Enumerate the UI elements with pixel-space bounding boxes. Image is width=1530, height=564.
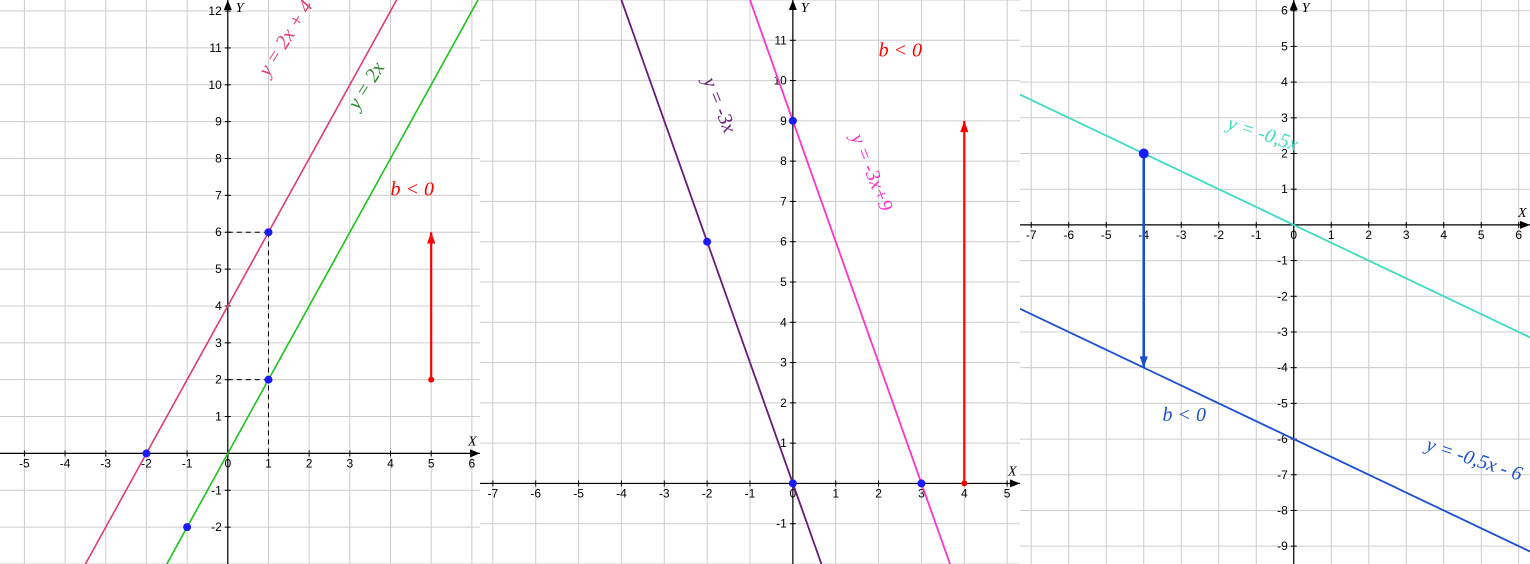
svg-text:9: 9	[780, 114, 787, 128]
svg-text:4: 4	[961, 486, 968, 500]
svg-text:5: 5	[1281, 39, 1288, 53]
svg-text:4: 4	[215, 299, 222, 313]
chart-panel-1: -5-4-3-2-10123456-2-1123456789101112XYy …	[0, 0, 480, 564]
svg-text:-2: -2	[702, 486, 713, 500]
line-equation-label-1: y = -3x	[697, 72, 740, 136]
svg-text:-3: -3	[1277, 325, 1288, 339]
svg-text:2: 2	[780, 396, 787, 410]
svg-text:-4: -4	[1277, 361, 1288, 375]
svg-text:8: 8	[780, 154, 787, 168]
svg-text:-2: -2	[211, 520, 222, 534]
svg-text:-7: -7	[488, 486, 499, 500]
data-point	[264, 376, 272, 384]
svg-text:0: 0	[1290, 228, 1297, 242]
svg-text:5: 5	[780, 275, 787, 289]
svg-text:11: 11	[209, 41, 222, 55]
axis-label-y: Y	[1302, 1, 1312, 16]
b-sign-label: b < 0	[879, 39, 923, 61]
svg-text:3: 3	[780, 356, 787, 370]
chart-line-2	[1020, 309, 1530, 552]
svg-text:-5: -5	[573, 486, 584, 500]
svg-text:-5: -5	[1277, 396, 1288, 410]
svg-text:6: 6	[215, 225, 222, 239]
data-point	[789, 479, 797, 487]
svg-text:-7: -7	[1277, 468, 1288, 482]
svg-text:5: 5	[215, 262, 222, 276]
svg-text:-7: -7	[1026, 228, 1037, 242]
svg-text:-8: -8	[1277, 503, 1288, 517]
b-sign-label: b < 0	[391, 178, 435, 200]
svg-text:3: 3	[1403, 228, 1410, 242]
data-point	[789, 117, 797, 125]
axis-label-x: X	[1007, 464, 1017, 479]
chart-panel-3: -7-6-5-4-3-2-10123456-9-8-7-6-5-4-3-2-11…	[1020, 0, 1530, 564]
svg-text:1: 1	[265, 456, 272, 470]
axis-label-x: X	[1517, 206, 1527, 221]
svg-text:-1: -1	[776, 517, 787, 531]
svg-text:12: 12	[208, 4, 222, 18]
data-point	[703, 238, 711, 246]
svg-text:2: 2	[215, 373, 222, 387]
svg-text:5: 5	[1478, 228, 1485, 242]
svg-text:-6: -6	[530, 486, 541, 500]
svg-text:-2: -2	[1213, 228, 1224, 242]
line-equation-label-1: y = -0,5x	[1223, 112, 1301, 156]
svg-text:10: 10	[208, 78, 222, 92]
data-point	[142, 449, 150, 457]
svg-text:9: 9	[215, 115, 222, 129]
svg-text:-6: -6	[1063, 228, 1074, 242]
svg-text:11: 11	[774, 33, 787, 47]
svg-text:5: 5	[428, 456, 435, 470]
svg-text:3: 3	[346, 456, 353, 470]
b-sign-label: b < 0	[1163, 404, 1207, 426]
svg-text:-5: -5	[19, 456, 30, 470]
svg-text:7: 7	[780, 194, 787, 208]
svg-text:4: 4	[1281, 75, 1288, 89]
axis-label-y: Y	[236, 1, 246, 16]
line-equation-label-1: y = 2x + 4	[253, 0, 318, 82]
svg-text:2: 2	[1365, 228, 1372, 242]
svg-text:3: 3	[215, 336, 222, 350]
svg-text:8: 8	[215, 152, 222, 166]
data-point	[264, 228, 272, 236]
svg-text:-1: -1	[182, 456, 193, 470]
svg-text:-1: -1	[1251, 228, 1262, 242]
data-point	[917, 479, 925, 487]
svg-text:-1: -1	[745, 486, 756, 500]
svg-text:-3: -3	[1176, 228, 1187, 242]
axis-label-y: Y	[801, 1, 811, 16]
svg-text:-9: -9	[1277, 539, 1288, 553]
svg-text:4: 4	[387, 456, 394, 470]
data-point	[183, 523, 191, 531]
svg-text:-3: -3	[100, 456, 111, 470]
svg-text:-4: -4	[616, 486, 627, 500]
svg-text:-3: -3	[659, 486, 670, 500]
svg-text:-4: -4	[60, 456, 71, 470]
svg-text:2: 2	[306, 456, 313, 470]
axis-label-x: X	[467, 434, 477, 449]
svg-text:7: 7	[215, 188, 222, 202]
svg-text:2: 2	[875, 486, 882, 500]
svg-text:1: 1	[215, 410, 222, 424]
svg-text:4: 4	[780, 315, 787, 329]
svg-text:-1: -1	[211, 483, 222, 497]
svg-text:6: 6	[469, 456, 476, 470]
svg-text:6: 6	[780, 235, 787, 249]
chart-panel-2: -7-6-5-4-3-2-1012345-11234567891011XYy =…	[480, 0, 1020, 564]
svg-text:1: 1	[1328, 228, 1335, 242]
svg-text:6: 6	[1515, 228, 1522, 242]
svg-text:-5: -5	[1101, 228, 1112, 242]
data-point	[1139, 148, 1149, 158]
svg-text:6: 6	[1281, 4, 1288, 18]
svg-text:1: 1	[1281, 182, 1288, 196]
svg-text:1: 1	[832, 486, 839, 500]
svg-text:4: 4	[1440, 228, 1447, 242]
svg-text:-2: -2	[1277, 289, 1288, 303]
line-equation-label-2: y = -0,5x - 6	[1422, 433, 1525, 485]
svg-text:-1: -1	[1277, 254, 1288, 268]
svg-text:5: 5	[1004, 486, 1011, 500]
svg-text:3: 3	[1281, 111, 1288, 125]
